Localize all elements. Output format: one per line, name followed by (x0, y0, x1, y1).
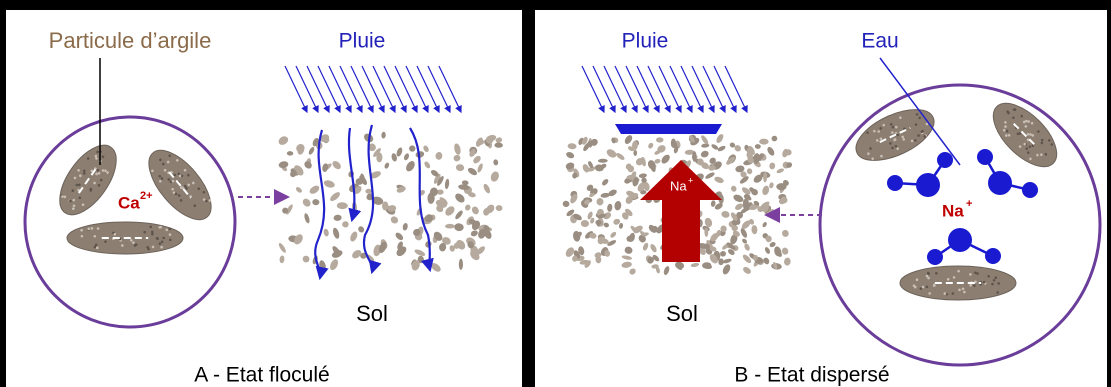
panel-b (535, 10, 1107, 387)
clay-grain (947, 278, 950, 281)
surface-water (615, 124, 722, 134)
clay-grain (162, 237, 165, 240)
ion-charge: 2+ (140, 190, 153, 202)
clay-grain (987, 275, 990, 278)
clay-grain (160, 246, 163, 249)
clay-grain (969, 284, 972, 287)
clay-grain (927, 277, 930, 280)
clay-grain (991, 283, 994, 286)
atom (937, 152, 953, 168)
clay-grain (958, 289, 961, 292)
caption: B - Etat dispersé (734, 364, 889, 387)
arrow-ion-charge: + (688, 175, 693, 185)
clay-grain (952, 292, 955, 295)
clay-grain (944, 292, 947, 295)
clay-grain (976, 272, 979, 275)
atom (927, 249, 943, 265)
clay-grain (914, 286, 917, 289)
clay-grain (916, 278, 919, 281)
ion-label: Ca (118, 193, 140, 212)
clay-grain (152, 246, 155, 249)
clay-grain (132, 241, 135, 244)
rain-label: Pluie (622, 30, 669, 53)
clay-grain (935, 272, 938, 275)
clay-grain (169, 239, 172, 242)
clay-grain (81, 235, 84, 238)
clay-grain (922, 286, 925, 289)
soil-particle (656, 137, 663, 142)
clay-grain (165, 228, 168, 231)
atom (916, 173, 940, 197)
atom (985, 248, 1001, 264)
clay-grain (926, 286, 929, 289)
clay-grain (995, 276, 998, 279)
soil-label: Sol (666, 301, 698, 326)
caption: A - Etat floculé (194, 364, 329, 387)
clay-grain (993, 279, 996, 282)
atom (887, 175, 903, 191)
clay-particle (67, 222, 183, 254)
clay-grain (983, 281, 986, 284)
atom (1022, 182, 1038, 198)
clay-grain (161, 241, 164, 244)
soil-label: Sol (356, 301, 388, 326)
clay-grain (156, 237, 159, 240)
clay-grain (149, 226, 152, 229)
arrow-ion: Na (670, 178, 687, 193)
clay-grain (169, 228, 172, 231)
clay-grain (80, 229, 83, 232)
clay-grain (130, 239, 133, 242)
rain-label: Pluie (339, 30, 386, 53)
particle-label: Particule d’argile (49, 28, 212, 53)
clay-grain (158, 226, 161, 229)
water-label: Eau (861, 30, 898, 53)
ion-charge: + (966, 198, 972, 210)
clay-grain (169, 233, 172, 236)
atom (977, 149, 993, 165)
clay-grain (135, 243, 138, 246)
clay-grain (963, 291, 966, 294)
clay-grain (151, 233, 154, 236)
clay-grain (96, 247, 99, 250)
clay-grain (95, 244, 98, 247)
clay-grain (933, 284, 936, 287)
clay-grain (953, 276, 956, 279)
clay-grain (143, 231, 146, 234)
clay-grain (996, 291, 999, 294)
page: {"panel_a": {"particle_label": "Particul… (0, 0, 1111, 387)
soil-particle (759, 139, 768, 145)
clay-grain (97, 227, 100, 230)
clay-grain (91, 227, 94, 230)
ion-label: Na (942, 201, 964, 220)
clay-grain (93, 235, 96, 238)
clay-grain (927, 272, 930, 275)
clay-grain (147, 248, 150, 251)
atom (948, 228, 972, 252)
clay-grain (87, 228, 90, 231)
clay-grain (104, 240, 107, 243)
clay-grain (969, 273, 972, 276)
clay-grain (159, 242, 162, 245)
clay-particle (900, 266, 1016, 300)
clay-grain (997, 282, 1000, 285)
clay-grain (973, 284, 976, 287)
clay-grain (121, 244, 124, 247)
clay-grain (920, 287, 923, 290)
atom (988, 171, 1012, 195)
diagram: Particule d’argile Pluie Ca 2+ Sol A - E… (0, 0, 1111, 387)
clay-grain (962, 288, 965, 291)
clay-grain (113, 233, 116, 236)
clay-grain (957, 270, 960, 273)
clay-grain (928, 292, 931, 295)
